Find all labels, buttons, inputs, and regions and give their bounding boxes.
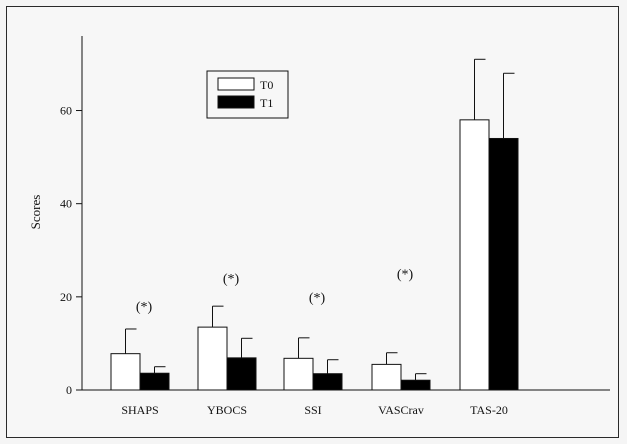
significance-marker: (*): [136, 300, 153, 315]
x-tick-label: TAS-20: [470, 403, 508, 417]
bar-t1-tas-20: [488, 137, 519, 391]
axes: 0 20 40 60 SHAPS YBOCS SSI VASCrav TAS-20: [60, 36, 610, 417]
bar-t0-vascrav: [371, 363, 402, 391]
legend-swatch-t0: [217, 77, 255, 91]
bar-t1-ybocs: [226, 357, 257, 391]
x-tick-label: VASCrav: [378, 403, 424, 417]
bar-t1-shaps: [139, 372, 170, 391]
y-tick-label: 60: [60, 104, 72, 118]
legend-label-t1: T1: [260, 96, 273, 110]
significance-marker: (*): [223, 272, 240, 287]
annotations: (*) (*) (*) (*): [136, 268, 414, 316]
bars: [110, 58, 519, 391]
x-tick-label: SSI: [304, 403, 321, 417]
bar-t1-ssi: [312, 373, 343, 391]
significance-marker: (*): [397, 268, 414, 283]
x-tick-label: YBOCS: [207, 403, 247, 417]
bar-t0-ybocs: [197, 326, 228, 391]
legend-swatch-t1: [217, 95, 255, 109]
y-tick-label: 20: [60, 290, 72, 304]
bar-t0-tas-20: [459, 119, 490, 391]
bar-t0-ssi: [283, 357, 314, 391]
significance-marker: (*): [309, 291, 326, 306]
bar-t0-shaps: [110, 353, 141, 391]
y-axis-label: Scores: [28, 195, 43, 230]
x-tick-label: SHAPS: [121, 403, 158, 417]
bar-t1-vascrav: [400, 379, 431, 391]
legend-label-t0: T0: [260, 78, 273, 92]
y-tick-label: 0: [66, 383, 72, 397]
y-tick-label: 40: [60, 197, 72, 211]
